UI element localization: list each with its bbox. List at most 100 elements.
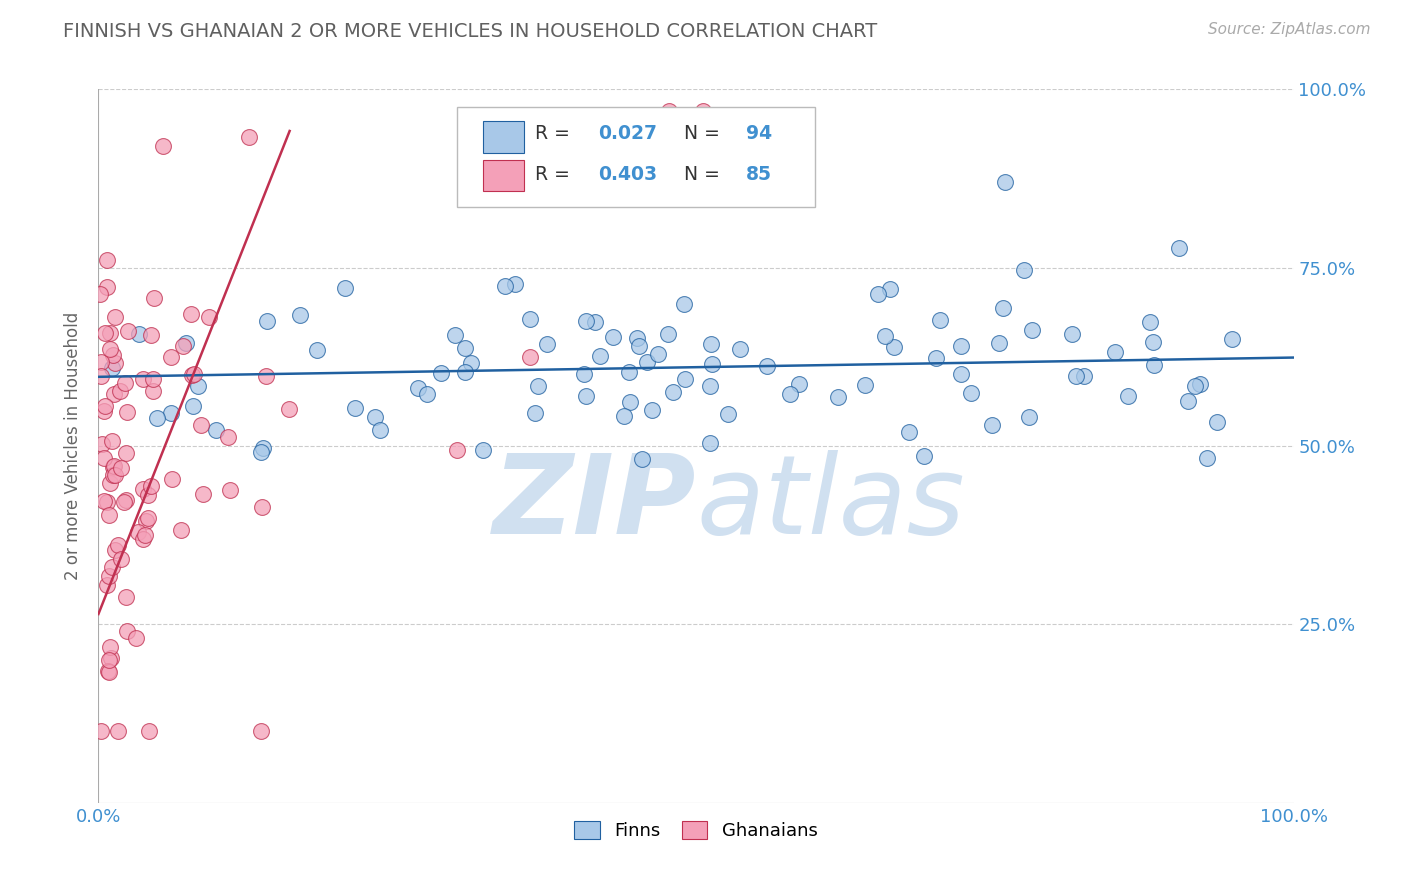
Legend: Finns, Ghanaians: Finns, Ghanaians	[567, 814, 825, 847]
Point	[658, 103, 681, 118]
Point	[107, 724, 129, 739]
Text: R =: R =	[534, 124, 575, 144]
Point	[363, 409, 385, 424]
Point	[700, 357, 723, 371]
Point	[136, 488, 159, 502]
Point	[98, 475, 121, 490]
Point	[198, 310, 221, 325]
Point	[107, 538, 129, 552]
Point	[494, 279, 516, 293]
Text: N =: N =	[685, 165, 725, 184]
Point	[692, 103, 714, 118]
Point	[981, 418, 1004, 433]
Point	[873, 329, 896, 343]
Point	[575, 389, 598, 403]
Point	[103, 467, 125, 482]
Point	[98, 653, 121, 667]
Point	[124, 631, 146, 645]
Point	[238, 129, 260, 144]
Point	[152, 139, 174, 153]
Point	[103, 348, 125, 362]
Point	[115, 446, 138, 460]
Point	[647, 347, 669, 361]
Point	[252, 441, 274, 455]
Point	[117, 324, 139, 338]
Point	[636, 354, 658, 368]
Point	[879, 282, 901, 296]
Point	[219, 483, 242, 497]
Point	[672, 297, 695, 311]
Point	[103, 387, 125, 401]
Text: N =: N =	[685, 124, 725, 144]
Point	[101, 560, 124, 574]
Point	[613, 409, 636, 424]
Point	[181, 399, 204, 413]
Point	[128, 327, 150, 342]
Text: atlas: atlas	[696, 450, 965, 557]
Point	[256, 314, 278, 328]
Point	[135, 514, 157, 528]
Point	[575, 314, 598, 328]
Point	[115, 405, 138, 419]
Point	[191, 487, 214, 501]
Point	[110, 552, 132, 566]
Point	[924, 351, 946, 366]
Point	[619, 395, 641, 409]
Point	[446, 442, 468, 457]
Point	[112, 495, 135, 509]
Point	[1139, 315, 1161, 329]
Point	[217, 430, 239, 444]
Point	[1177, 394, 1199, 409]
Point	[657, 327, 679, 342]
Point	[1104, 345, 1126, 359]
Point	[134, 527, 156, 541]
Point	[1184, 379, 1206, 393]
Point	[574, 367, 596, 381]
Point	[1018, 409, 1040, 424]
Point	[104, 542, 127, 557]
Point	[160, 406, 183, 420]
FancyBboxPatch shape	[484, 121, 524, 153]
Point	[110, 461, 132, 475]
Point	[1073, 369, 1095, 384]
Point	[100, 650, 122, 665]
Point	[1206, 415, 1229, 429]
Point	[1189, 377, 1212, 392]
Point	[115, 492, 138, 507]
Point	[335, 281, 357, 295]
Point	[89, 287, 111, 301]
Point	[91, 436, 114, 450]
Point	[250, 724, 273, 739]
Point	[249, 445, 271, 459]
Point	[138, 724, 160, 739]
Point	[94, 326, 117, 340]
Point	[866, 287, 889, 301]
Point	[827, 390, 849, 404]
Point	[132, 482, 155, 496]
Point	[139, 479, 162, 493]
Point	[453, 365, 475, 379]
Point	[673, 371, 696, 385]
Point	[960, 385, 983, 400]
Point	[1167, 241, 1189, 255]
Point	[174, 336, 197, 351]
Point	[602, 330, 624, 344]
Point	[853, 378, 876, 392]
Point	[883, 340, 905, 354]
Point	[1064, 369, 1087, 384]
Point	[170, 523, 193, 537]
Text: Source: ZipAtlas.com: Source: ZipAtlas.com	[1208, 22, 1371, 37]
Point	[160, 472, 183, 486]
Point	[98, 569, 121, 583]
Point	[290, 308, 312, 322]
FancyBboxPatch shape	[457, 107, 815, 207]
Point	[278, 401, 301, 416]
Point	[93, 451, 115, 466]
Point	[460, 356, 482, 370]
Point	[172, 339, 194, 353]
Point	[96, 280, 118, 294]
Point	[929, 313, 952, 327]
Point	[728, 342, 751, 356]
Point	[141, 328, 163, 343]
Point	[181, 368, 204, 382]
